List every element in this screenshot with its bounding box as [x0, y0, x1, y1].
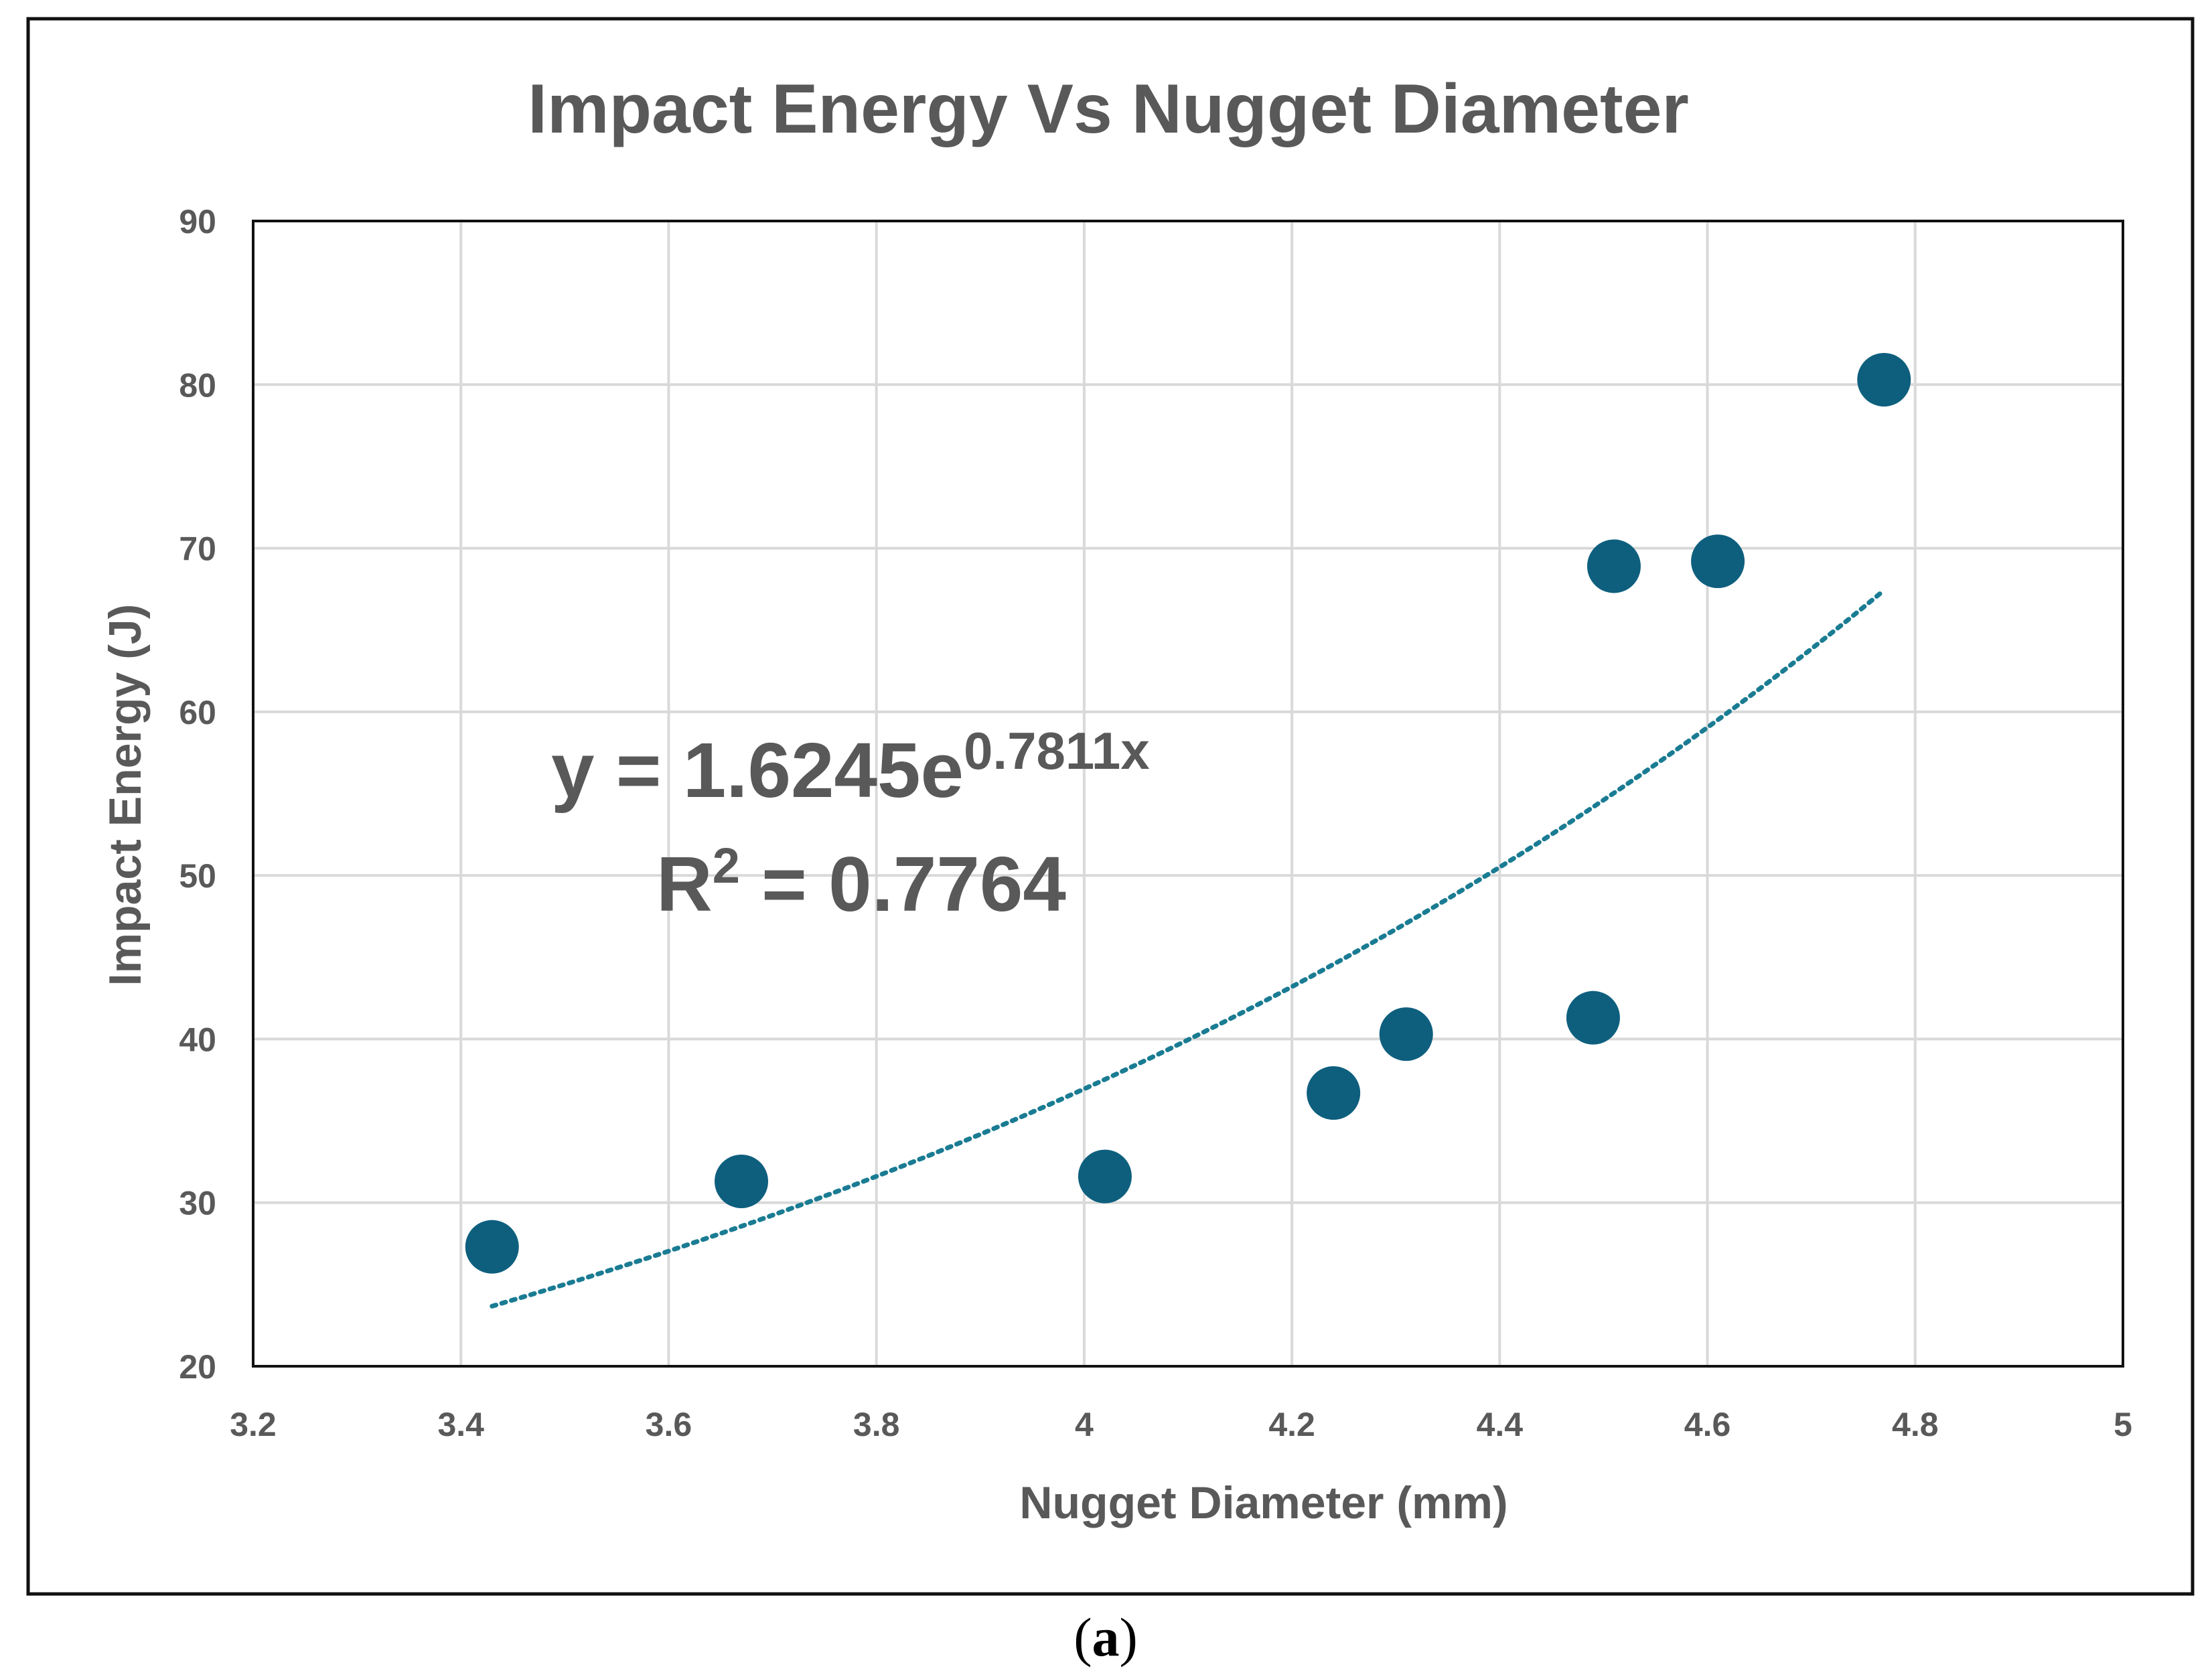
y-axis-label: Impact Energy (J) — [100, 604, 151, 987]
x-tick-label: 3.4 — [437, 1406, 484, 1443]
x-tick-label: 3.2 — [230, 1406, 277, 1443]
data-point — [1587, 539, 1641, 593]
x-tick-label: 3.6 — [646, 1406, 692, 1443]
y-tick-label: 80 — [179, 366, 216, 404]
chart-frame — [26, 17, 2195, 1596]
equation-exponent: 0.7811x — [964, 721, 1150, 780]
data-point — [1379, 1007, 1433, 1062]
chart-title: Impact Energy Vs Nugget Diameter — [528, 70, 1689, 148]
r-squared: R2 = 0.7764 — [656, 838, 1066, 928]
exponential-trendline — [490, 587, 1887, 1309]
data-point — [1691, 534, 1745, 589]
caption-close: ) — [1120, 1607, 1138, 1668]
x-tick-label: 3.8 — [853, 1406, 900, 1443]
data-point — [1078, 1149, 1132, 1203]
x-tick-label: 4.4 — [1477, 1406, 1524, 1443]
caption-open: ( — [1074, 1607, 1092, 1668]
x-tick-label: 4 — [1075, 1406, 1094, 1443]
figure-caption: (a) — [1074, 1607, 1138, 1668]
y-tick-label: 30 — [179, 1185, 216, 1222]
x-tick-label: 5 — [2114, 1406, 2132, 1443]
r-squared-value: = 0.7764 — [740, 841, 1066, 928]
r-squared-symbol: R — [656, 841, 713, 928]
data-points — [465, 352, 1911, 1274]
data-point — [1857, 352, 1911, 407]
y-tick-label: 20 — [179, 1348, 216, 1386]
y-tick-labels: 20 30 40 50 60 70 80 90 — [179, 203, 216, 1386]
data-point — [1307, 1066, 1361, 1120]
x-tick-labels: 3.2 3.4 3.6 3.8 4 4.2 4.4 4.6 4.8 5 — [230, 1406, 2132, 1443]
x-tick-label: 4.8 — [1892, 1406, 1939, 1443]
y-tick-label: 40 — [179, 1021, 216, 1058]
plot-area-border — [252, 220, 2124, 1368]
data-point — [715, 1154, 769, 1208]
r-squared-superscript: 2 — [713, 838, 740, 893]
trendline-equation: y = 1.6245e0.7811x — [551, 721, 1150, 814]
y-tick-label: 50 — [179, 857, 216, 895]
equation-main: y = 1.6245e — [551, 727, 964, 814]
y-tick-label: 90 — [179, 203, 216, 240]
x-axis-label: Nugget Diameter (mm) — [1019, 1477, 1507, 1528]
x-tick-label: 4.2 — [1268, 1406, 1315, 1443]
y-tick-label: 70 — [179, 530, 216, 568]
caption-letter: a — [1092, 1607, 1120, 1668]
x-tick-label: 4.6 — [1684, 1406, 1731, 1443]
data-point — [1566, 991, 1620, 1045]
y-tick-label: 60 — [179, 694, 216, 731]
data-point — [465, 1220, 519, 1274]
